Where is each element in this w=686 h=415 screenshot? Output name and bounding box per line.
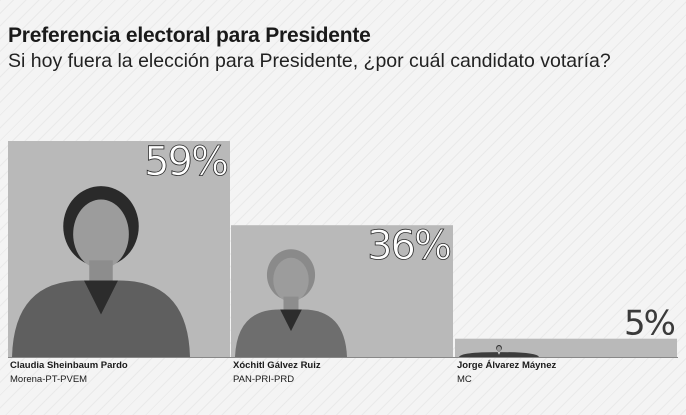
candidate-name-alvarez: Jorge Álvarez Máynez — [457, 360, 557, 371]
candidate-party-alvarez: MC — [457, 374, 472, 385]
bar-group-alvarez: 5% — [455, 304, 677, 357]
candidate-party-galvez: PAN-PRI-PRD — [233, 374, 295, 385]
torso-sheinbaum — [12, 280, 190, 357]
value-label-alvarez: 5% — [624, 304, 675, 344]
face-alvarez — [496, 346, 502, 352]
bar-group-sheinbaum: 59% — [8, 139, 230, 357]
bar-group-galvez: 36% — [231, 223, 453, 357]
candidate-photo-alvarez — [459, 344, 539, 357]
value-label-sheinbaum: 59% — [144, 139, 227, 185]
torso-galvez — [235, 309, 347, 357]
face-galvez — [273, 257, 309, 302]
candidate-photo-galvez — [235, 249, 347, 357]
value-label-galvez: 36% — [367, 223, 450, 269]
candidate-name-sheinbaum: Claudia Sheinbaum Pardo — [10, 360, 128, 371]
candidate-party-sheinbaum: Morena-PT-PVEM — [10, 374, 88, 385]
collar-galvez — [280, 309, 302, 332]
chart-title: Preferencia electoral para Presidente — [8, 24, 371, 47]
neck-alvarez — [498, 350, 500, 353]
candidate-photo-sheinbaum — [12, 186, 190, 357]
chart-subtitle: Si hoy fuera la elección para Presidente… — [8, 50, 611, 72]
face-sheinbaum — [73, 199, 129, 269]
collar-sheinbaum — [83, 280, 119, 315]
collar-alvarez — [497, 352, 501, 355]
candidate-name-galvez: Xóchitl Gálvez Ruiz — [233, 360, 321, 371]
